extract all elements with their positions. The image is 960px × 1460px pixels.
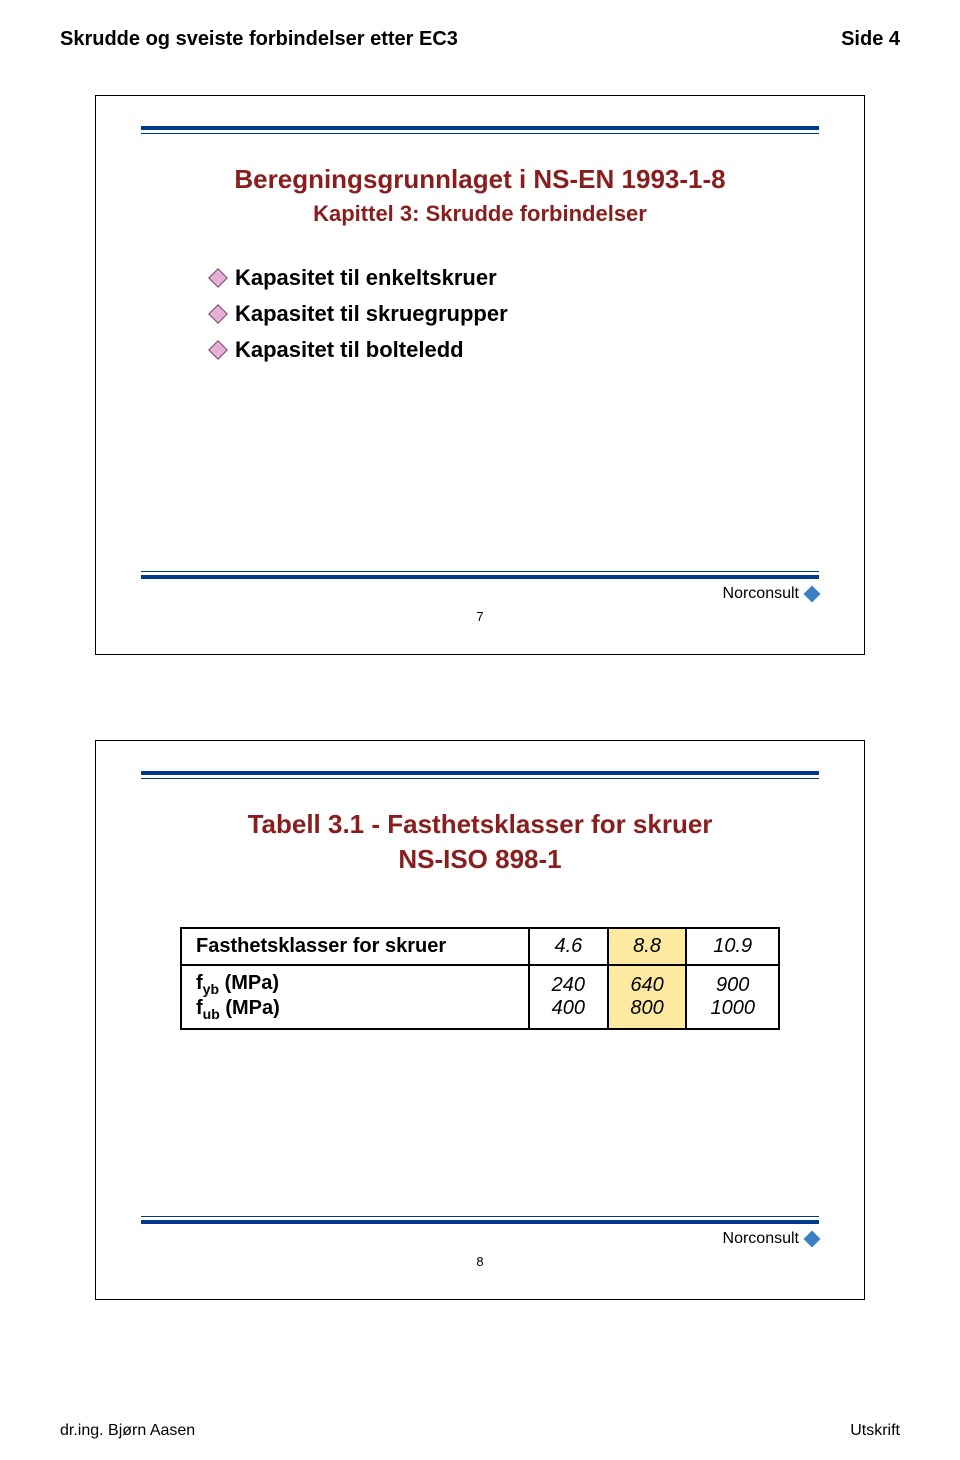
table-cell: 240 400 — [529, 965, 608, 1029]
rule-bottom-thin — [141, 571, 819, 572]
table-cell: 10.9 — [686, 928, 779, 965]
rule-bottom-thick — [141, 575, 819, 579]
bullet-text: Kapasitet til bolteledd — [235, 337, 464, 363]
table-cell: 900 1000 — [686, 965, 779, 1029]
footer-print: Utskrift — [850, 1422, 900, 1440]
val: 240 — [552, 974, 585, 996]
unit-mpa: (MPa) — [219, 972, 279, 994]
slide2-subtitle-text: NS-ISO 898-1 — [398, 844, 561, 874]
val: 1000 — [710, 997, 755, 1019]
rule-top-thin — [141, 778, 819, 779]
page-header: Skrudde og sveiste forbindelser etter EC… — [60, 28, 900, 51]
slide-2: Tabell 3.1 - Fasthetsklasser for skruer … — [95, 740, 865, 1300]
brand-diamond-icon — [805, 1232, 819, 1246]
sub-yb: yb — [203, 981, 219, 997]
bullet-text: Kapasitet til enkeltskruer — [235, 265, 497, 291]
diamond-icon — [208, 340, 228, 360]
slide1-subtitle: Kapittel 3: Skrudde forbindelser — [141, 201, 819, 227]
header-title: Skrudde og sveiste forbindelser etter EC… — [60, 28, 458, 51]
rule-top-thick — [141, 771, 819, 775]
slide1-bullets: Kapasitet til enkeltskruer Kapasitet til… — [211, 265, 819, 373]
rule-top-thick — [141, 126, 819, 130]
brand-diamond-icon — [805, 587, 819, 601]
slide2-pagenum: 8 — [141, 1254, 819, 1269]
footer-author: dr.ing. Bjørn Aasen — [60, 1422, 195, 1440]
bullet-item: Kapasitet til enkeltskruer — [211, 265, 819, 291]
sym-f: f — [196, 972, 203, 994]
brand-label: Norconsult — [723, 585, 799, 603]
table-row-label: Fasthetsklasser for skruer — [181, 928, 529, 965]
diamond-icon — [208, 304, 228, 324]
strength-class-table: Fasthetsklasser for skruer 4.6 8.8 10.9 … — [180, 927, 780, 1030]
slide1-pagenum: 7 — [141, 609, 819, 624]
val: 900 — [716, 974, 749, 996]
slide2-footer: Norconsult 8 — [141, 1216, 819, 1269]
bullet-text: Kapasitet til skruegrupper — [235, 301, 508, 327]
slide1-title: Beregningsgrunnlaget i NS-EN 1993-1-8 — [141, 162, 819, 197]
rule-bottom-thick — [141, 1220, 819, 1224]
table-row: Fasthetsklasser for skruer 4.6 8.8 10.9 — [181, 928, 779, 965]
val: 640 — [630, 974, 663, 996]
sym-f: f — [196, 997, 203, 1019]
rule-top-thin — [141, 133, 819, 134]
val: 400 — [552, 997, 585, 1019]
diamond-icon — [208, 268, 228, 288]
slide2-title: Tabell 3.1 - Fasthetsklasser for skruer … — [141, 807, 819, 877]
header-side: Side 4 — [841, 28, 900, 51]
unit-mpa: (MPa) — [220, 997, 280, 1019]
table-cell: 4.6 — [529, 928, 608, 965]
slide2-title-text: Tabell 3.1 - Fasthetsklasser for skruer — [248, 809, 713, 839]
table-cell-highlight: 8.8 — [608, 928, 687, 965]
page-footer: dr.ing. Bjørn Aasen Utskrift — [60, 1422, 900, 1440]
table-row: fyb (MPa) fub (MPa) 240 400 640 800 900 … — [181, 965, 779, 1029]
rule-bottom-thin — [141, 1216, 819, 1217]
val: 800 — [630, 997, 663, 1019]
slide-1: Beregningsgrunnlaget i NS-EN 1993-1-8 Ka… — [95, 95, 865, 655]
slide1-footer: Norconsult 7 — [141, 571, 819, 624]
bullet-item: Kapasitet til bolteledd — [211, 337, 819, 363]
sub-ub: ub — [203, 1006, 220, 1022]
table-cell-highlight: 640 800 — [608, 965, 687, 1029]
table-row-label: fyb (MPa) fub (MPa) — [181, 965, 529, 1029]
bullet-item: Kapasitet til skruegrupper — [211, 301, 819, 327]
brand-label: Norconsult — [723, 1230, 799, 1248]
